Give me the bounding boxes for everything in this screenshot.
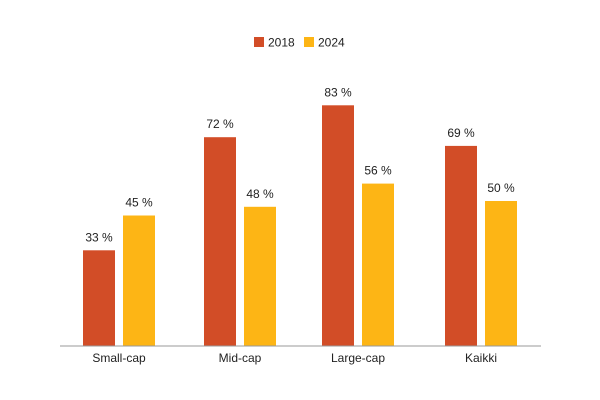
data-label-small-cap-2024: 45 % bbox=[125, 196, 153, 210]
x-tick-label-small-cap: Small-cap bbox=[92, 351, 146, 365]
data-label-kaikki-2024: 50 % bbox=[487, 181, 515, 195]
x-tick-label-kaikki: Kaikki bbox=[465, 351, 497, 365]
data-label-mid-cap-2024: 48 % bbox=[246, 187, 274, 201]
bar-large-cap-2024 bbox=[362, 183, 394, 346]
legend-label-2018: 2018 bbox=[268, 36, 295, 50]
bar-kaikki-2018 bbox=[445, 145, 477, 346]
bar-mid-cap-2024 bbox=[244, 206, 276, 346]
bar-small-cap-2018 bbox=[83, 250, 115, 346]
bars-group: 33 % 45 % 72 % 48 % 83 % 56 % 69 % 50 % bbox=[83, 85, 517, 346]
legend-swatch-2018 bbox=[254, 37, 264, 47]
legend-label-2024: 2024 bbox=[318, 36, 345, 50]
bar-kaikki-2024 bbox=[485, 201, 517, 346]
data-label-mid-cap-2018: 72 % bbox=[206, 117, 234, 131]
x-tick-label-large-cap: Large-cap bbox=[331, 351, 385, 365]
bar-mid-cap-2018 bbox=[204, 137, 236, 346]
bar-large-cap-2018 bbox=[322, 105, 354, 346]
legend: 2018 2024 bbox=[254, 36, 345, 50]
x-tick-label-mid-cap: Mid-cap bbox=[219, 351, 262, 365]
data-label-kaikki-2018: 69 % bbox=[447, 126, 475, 140]
bar-small-cap-2024 bbox=[123, 215, 155, 346]
legend-swatch-2024 bbox=[304, 37, 314, 47]
x-tick-labels: Small-cap Mid-cap Large-cap Kaikki bbox=[92, 351, 497, 365]
data-label-large-cap-2024: 56 % bbox=[364, 164, 392, 178]
data-label-small-cap-2018: 33 % bbox=[85, 230, 113, 244]
data-label-large-cap-2018: 83 % bbox=[324, 85, 352, 99]
